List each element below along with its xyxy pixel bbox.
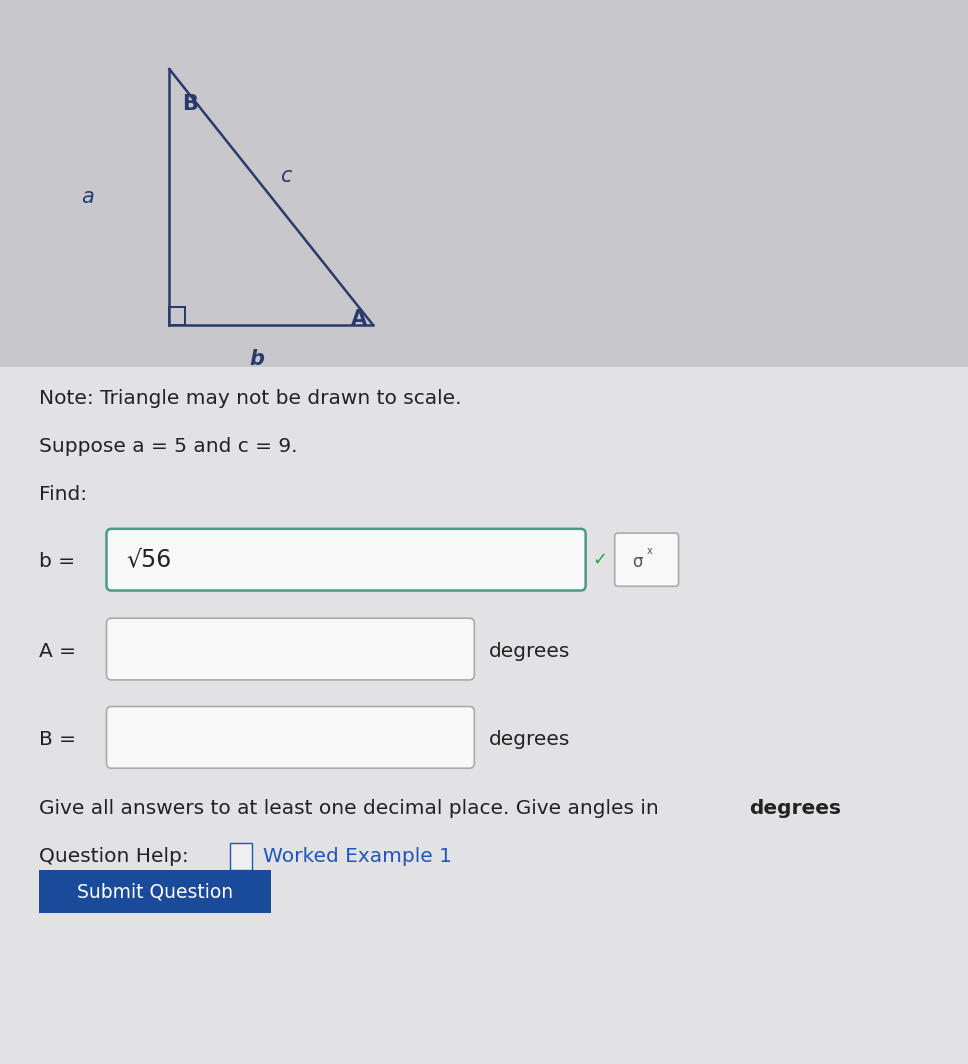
- Text: b =: b =: [39, 552, 75, 571]
- Text: B: B: [182, 94, 197, 114]
- Text: Question Help:: Question Help:: [39, 847, 189, 866]
- Text: Note: Triangle may not be drawn to scale.: Note: Triangle may not be drawn to scale…: [39, 389, 461, 409]
- Text: Submit Question: Submit Question: [76, 882, 233, 901]
- Text: c: c: [280, 166, 291, 185]
- Text: ✓: ✓: [592, 551, 608, 568]
- Text: b: b: [249, 349, 264, 369]
- FancyBboxPatch shape: [106, 706, 474, 768]
- FancyBboxPatch shape: [0, 367, 968, 1064]
- Text: degrees: degrees: [489, 730, 570, 749]
- FancyBboxPatch shape: [39, 870, 271, 913]
- Text: Find:: Find:: [39, 485, 87, 504]
- Text: A: A: [350, 309, 367, 329]
- FancyBboxPatch shape: [230, 843, 252, 870]
- FancyBboxPatch shape: [106, 618, 474, 680]
- Text: a: a: [80, 187, 94, 206]
- Text: degrees: degrees: [489, 642, 570, 661]
- Text: B =: B =: [39, 730, 76, 749]
- Text: Worked Example 1: Worked Example 1: [263, 847, 452, 866]
- FancyBboxPatch shape: [106, 529, 586, 591]
- Text: x: x: [647, 546, 652, 556]
- Text: Suppose a = 5 and c = 9.: Suppose a = 5 and c = 9.: [39, 437, 297, 456]
- Text: Give all answers to at least one decimal place. Give angles in: Give all answers to at least one decimal…: [39, 799, 665, 818]
- Text: √56: √56: [126, 548, 171, 571]
- FancyBboxPatch shape: [615, 533, 679, 586]
- Text: A =: A =: [39, 642, 76, 661]
- Text: σ: σ: [632, 553, 642, 570]
- Text: degrees: degrees: [749, 799, 841, 818]
